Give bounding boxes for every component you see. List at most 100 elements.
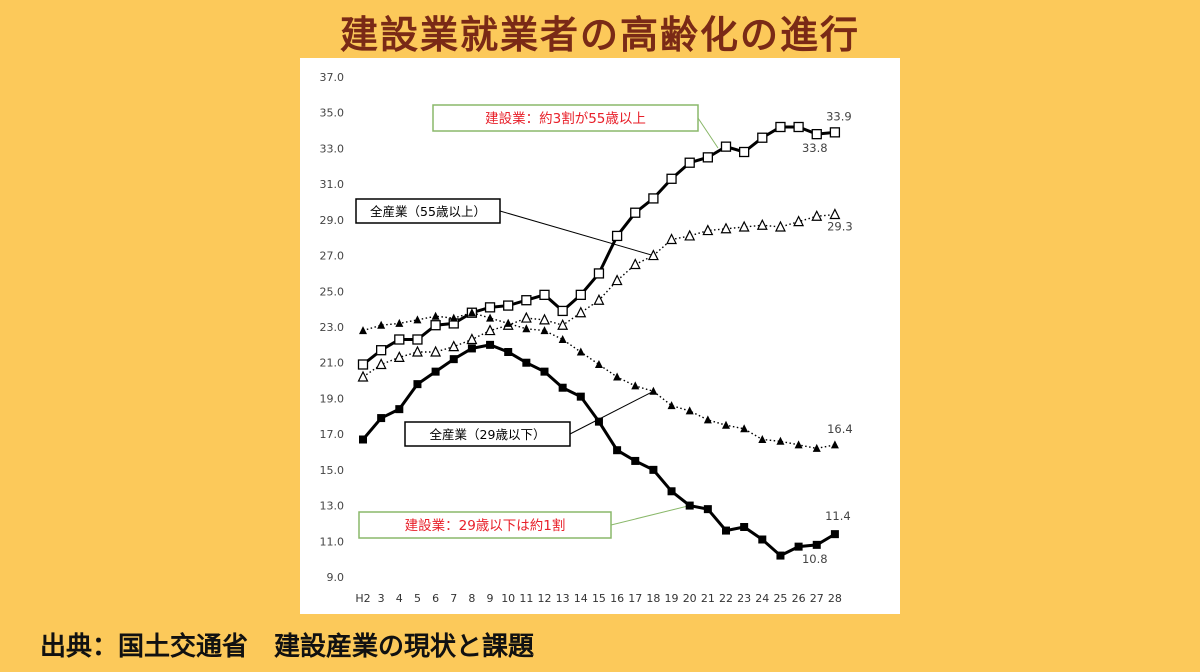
x-tick-label: 9 [487, 592, 494, 605]
y-tick-label: 19.0 [320, 392, 345, 405]
data-label: 29.3 [827, 220, 853, 234]
source-credit: 出典：国土交通省 建設産業の現状と課題 [40, 632, 535, 662]
data-point-const29 [830, 530, 839, 539]
data-point-const29 [522, 358, 531, 367]
data-point-const29 [504, 348, 513, 356]
x-tick-label: 7 [450, 592, 457, 605]
callout-label: 建設業：約3割が55歳以上 [485, 110, 646, 127]
data-point-all29 [504, 318, 513, 327]
callout-box [404, 421, 571, 447]
data-label: 11.4 [825, 509, 851, 523]
data-point-all55 [756, 218, 768, 230]
data-label: 10.8 [802, 552, 828, 566]
data-point-all55 [793, 215, 805, 227]
data-point-const29 [613, 446, 622, 455]
y-tick-label: 27.0 [320, 250, 345, 263]
x-tick-label: 21 [701, 592, 715, 605]
data-point-all29 [486, 313, 495, 322]
data-point-const55 [829, 127, 841, 138]
data-point-const29 [449, 355, 458, 364]
data-point-all55 [484, 324, 496, 336]
y-tick-label: 21.0 [320, 357, 345, 370]
x-tick-label: 22 [719, 592, 733, 605]
data-point-all55 [702, 224, 714, 236]
data-point-all55 [720, 222, 732, 234]
data-point-const55 [394, 334, 405, 345]
data-point-const55 [738, 146, 750, 158]
x-tick-label: 28 [828, 592, 842, 605]
data-point-const55 [557, 305, 568, 317]
data-point-const55 [521, 295, 532, 306]
data-point-all55 [520, 311, 532, 323]
data-point-const55 [720, 141, 732, 152]
data-point-const55 [666, 173, 677, 184]
callout-label: 全産業（29歳以下） [430, 427, 546, 442]
page-title: 建設業就業者の高齢化の進行 [339, 13, 860, 57]
data-point-all29 [830, 440, 839, 449]
data-point-const55 [757, 132, 768, 143]
y-tick-label: 11.0 [320, 535, 345, 548]
data-point-all29 [812, 443, 821, 452]
data-point-all29 [649, 386, 658, 395]
data-point-all55 [774, 220, 786, 232]
x-tick-label: 20 [683, 592, 697, 605]
y-tick-label: 31.0 [320, 178, 345, 191]
callout-leader-line [569, 390, 654, 435]
data-point-all29 [540, 326, 549, 335]
data-point-all55 [411, 345, 423, 357]
y-tick-label: 15.0 [320, 464, 345, 477]
x-tick-label: 13 [556, 592, 570, 605]
data-point-const55 [648, 193, 659, 204]
data-point-const55 [611, 230, 623, 242]
data-point-const29 [740, 523, 749, 531]
data-point-const29 [758, 535, 767, 544]
x-tick-label: 23 [737, 592, 751, 605]
data-point-const29 [703, 505, 712, 514]
data-point-const55 [630, 207, 641, 218]
data-point-all29 [631, 381, 640, 390]
data-point-const29 [776, 551, 785, 560]
data-point-all29 [377, 320, 386, 329]
data-point-all55 [375, 358, 387, 370]
y-tick-label: 17.0 [320, 428, 345, 441]
data-point-const29 [685, 501, 694, 510]
data-point-all55 [575, 306, 587, 318]
data-point-const29 [413, 380, 422, 389]
callout-box [355, 198, 501, 224]
data-point-const55 [376, 345, 387, 356]
data-point-all55 [738, 220, 750, 232]
data-point-const29 [794, 542, 803, 551]
data-point-all29 [558, 335, 567, 343]
y-tick-label: 9.0 [327, 571, 345, 584]
x-tick-label: 10 [501, 592, 515, 605]
data-point-all55 [393, 351, 405, 362]
data-point-all29 [685, 406, 694, 415]
data-point-const55 [702, 152, 714, 163]
data-point-const29 [540, 367, 549, 376]
data-point-const55 [503, 300, 514, 311]
data-point-all55 [448, 340, 460, 352]
data-point-const29 [631, 456, 640, 465]
y-tick-label: 25.0 [320, 285, 345, 298]
x-tick-label: 8 [468, 592, 475, 605]
x-tick-label: 27 [810, 592, 824, 605]
data-point-all29 [449, 313, 458, 322]
data-point-const29 [558, 383, 567, 392]
callout-leader-line [697, 117, 719, 149]
data-point-const55 [593, 268, 605, 279]
data-point-all55 [684, 229, 696, 241]
data-point-const29 [395, 405, 404, 414]
data-point-all55 [430, 345, 442, 357]
x-tick-label: 19 [665, 592, 679, 605]
data-point-const29 [667, 487, 676, 496]
x-tick-label: 15 [592, 592, 606, 605]
data-point-all29 [576, 347, 585, 356]
y-tick-label: 13.0 [320, 500, 345, 513]
callout-box [358, 511, 612, 539]
chart-panel: 9.0 11.0 13.0 15.0 17.0 19.0 21.0 23.0 25.0 27.0 2… [300, 58, 900, 614]
x-tick-label: 4 [396, 592, 403, 605]
data-point-const29 [594, 417, 603, 426]
x-tick-label: 24 [755, 592, 769, 605]
data-point-const29 [722, 526, 730, 535]
data-point-all29 [776, 436, 785, 445]
